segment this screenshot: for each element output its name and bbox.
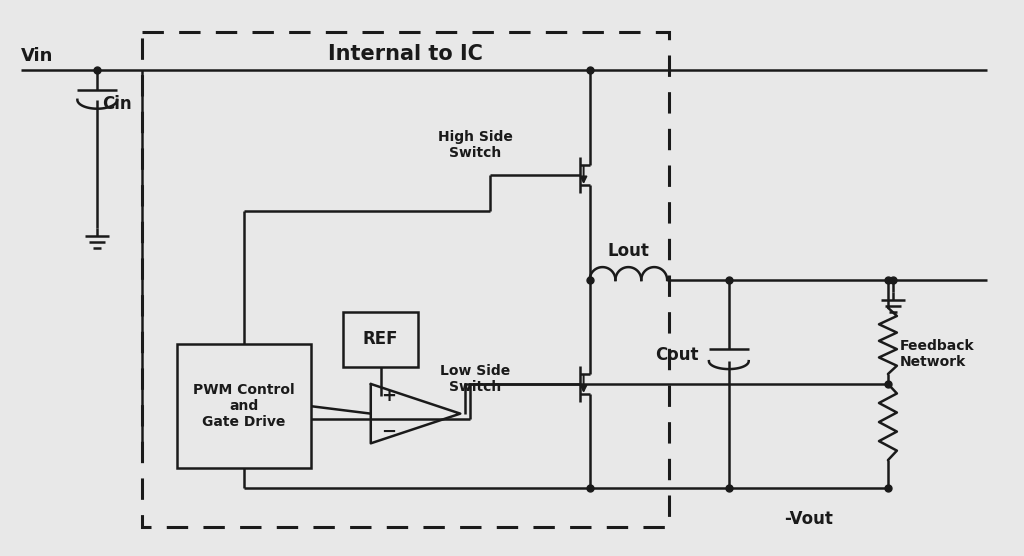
Text: -Vout: -Vout <box>784 510 833 528</box>
Text: Cin: Cin <box>102 95 132 113</box>
Text: Low Side
Switch: Low Side Switch <box>440 364 510 394</box>
Bar <box>343 312 418 366</box>
Bar <box>177 344 311 468</box>
Text: High Side
Switch: High Side Switch <box>438 130 513 161</box>
Bar <box>142 32 669 528</box>
Text: Cout: Cout <box>655 346 699 364</box>
Text: Vin: Vin <box>20 47 53 65</box>
Text: Lout: Lout <box>607 242 649 260</box>
Text: +: + <box>381 387 396 405</box>
Text: Feedback
Network: Feedback Network <box>900 339 975 369</box>
Text: PWM Control
and
Gate Drive: PWM Control and Gate Drive <box>194 383 295 429</box>
Text: −: − <box>381 423 396 440</box>
Text: REF: REF <box>362 330 398 349</box>
Text: Internal to IC: Internal to IC <box>328 44 483 64</box>
